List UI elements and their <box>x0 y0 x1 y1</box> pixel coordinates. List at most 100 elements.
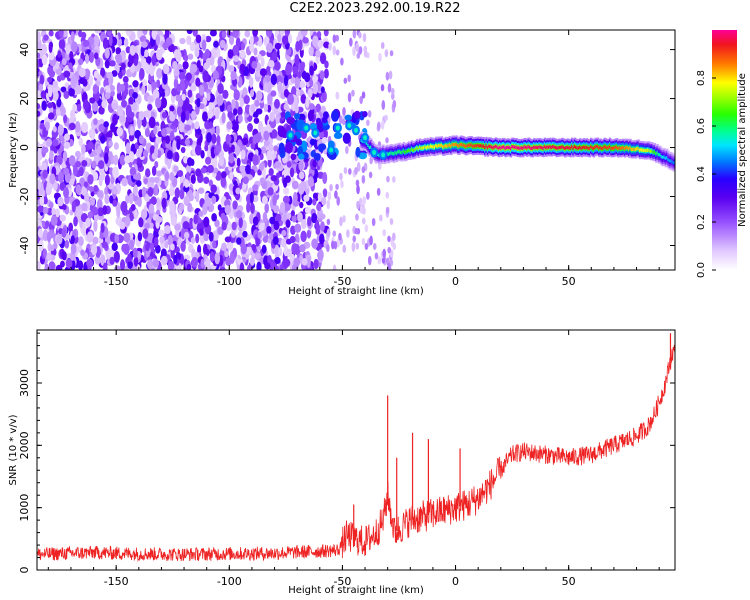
noise-blob <box>96 74 103 82</box>
noise-blob <box>144 222 150 229</box>
noise-blob <box>272 194 277 207</box>
noise-blob <box>89 97 96 104</box>
noise-blob <box>37 179 42 190</box>
ridge-segment <box>541 146 544 150</box>
noise-blob <box>68 122 76 131</box>
noise-blob <box>122 76 129 84</box>
noise-blob <box>190 110 197 121</box>
noise-blob <box>81 202 88 212</box>
noise-blob <box>322 172 328 184</box>
ridge-segment <box>437 143 441 148</box>
noise-blob <box>386 175 390 183</box>
noise-blob <box>108 35 113 46</box>
ridge-segment <box>481 144 484 148</box>
ridge-segment <box>562 145 566 150</box>
noise-blob <box>81 222 87 234</box>
noise-blob <box>226 104 233 114</box>
noise-blob <box>315 219 320 232</box>
noise-blob <box>267 187 274 196</box>
noise-blob <box>94 30 102 34</box>
noise-blob <box>156 170 163 177</box>
noise-blob <box>162 72 168 85</box>
noise-blob <box>142 79 148 87</box>
noise-blob <box>141 40 148 48</box>
noise-blob <box>135 180 142 187</box>
noise-blob <box>333 240 338 250</box>
noise-blob <box>68 87 75 97</box>
noise-blob <box>127 260 133 269</box>
noise-blob <box>132 247 138 259</box>
noise-blob <box>205 35 212 43</box>
clutter-blob <box>298 153 305 160</box>
ridge-segment <box>406 149 410 153</box>
ridge-segment <box>435 144 438 148</box>
noise-blob <box>119 221 126 230</box>
ridge-segment <box>617 146 620 151</box>
colorbar-tick-label: 0.2 <box>696 214 707 230</box>
noise-blob <box>299 171 305 180</box>
colorbar-label: Normalized spectral amplitude <box>737 73 748 227</box>
noise-blob <box>346 229 350 238</box>
noise-blob <box>145 243 150 252</box>
noise-blob <box>171 88 178 97</box>
ridge-segment <box>667 157 670 162</box>
noise-blob <box>361 237 366 246</box>
noise-blob <box>142 30 148 36</box>
noise-blob <box>290 77 297 84</box>
noise-blob <box>144 49 149 58</box>
ridge-segment <box>465 144 468 149</box>
ridge-segment <box>644 148 647 153</box>
noise-blob <box>81 121 89 134</box>
ridge-segment <box>460 143 464 147</box>
noise-blob <box>104 59 110 69</box>
ridge-segment <box>560 145 563 150</box>
noise-blob <box>132 80 139 88</box>
noise-blob <box>304 206 311 214</box>
noise-blob <box>335 183 339 190</box>
noise-blob <box>236 157 241 167</box>
ridge-segment <box>649 149 653 153</box>
noise-blob <box>52 125 57 133</box>
noise-blob <box>229 171 234 181</box>
noise-blob <box>191 256 198 268</box>
noise-blob <box>259 68 267 77</box>
y-tick-label: 0 <box>18 144 31 151</box>
noise-blob <box>211 213 217 222</box>
noise-blob <box>63 70 71 78</box>
noise-blob <box>266 65 271 74</box>
ridge-segment <box>663 155 666 159</box>
noise-blob <box>209 251 215 263</box>
noise-blob <box>183 195 190 207</box>
noise-blob <box>118 84 126 92</box>
noise-blob <box>290 225 296 235</box>
noise-blob <box>90 197 96 206</box>
ridge-segment <box>505 146 509 150</box>
noise-blob <box>320 105 326 114</box>
noise-blob <box>253 117 260 124</box>
noise-blob <box>114 234 120 244</box>
ridge-segment <box>642 148 646 152</box>
ridge-segment <box>604 145 608 149</box>
x-tick-label: 0 <box>452 575 459 588</box>
noise-blob <box>167 234 174 246</box>
noise-blob <box>235 209 243 219</box>
noise-blob <box>342 107 346 116</box>
noise-blob <box>342 244 347 253</box>
noise-blob <box>140 35 145 43</box>
noise-blob <box>149 66 155 77</box>
ridge-segment <box>456 144 460 148</box>
x-tick-label: -50 <box>333 575 351 588</box>
ridge-segment <box>660 154 663 159</box>
clutter-blob <box>358 152 368 160</box>
noise-blob <box>279 264 284 270</box>
noise-blob <box>186 157 193 167</box>
ridge-segment <box>570 145 574 149</box>
noise-blob <box>47 112 55 120</box>
ridge-segment <box>508 146 511 150</box>
ridge-segment <box>421 146 425 150</box>
noise-blob <box>70 41 78 53</box>
noise-blob <box>94 255 101 265</box>
noise-blob <box>249 213 254 225</box>
noise-blob <box>255 70 262 77</box>
noise-blob <box>63 141 71 149</box>
